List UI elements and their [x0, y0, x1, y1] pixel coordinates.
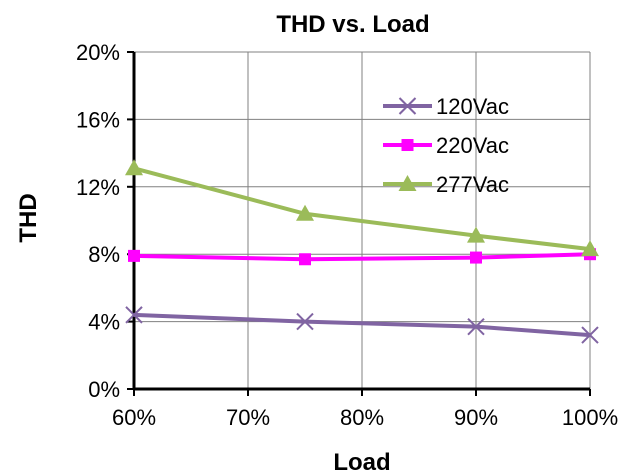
data-point-triangle-marker [296, 204, 314, 221]
y-tick-label: 0% [88, 377, 120, 402]
x-axis-title: Load [333, 449, 390, 476]
x-tick-label: 80% [340, 405, 384, 430]
data-point-x-marker [398, 97, 417, 115]
data-point-triangle-marker [125, 159, 143, 176]
x-tick-label: 100% [562, 405, 618, 430]
series-line [133, 312, 591, 338]
series-group [125, 159, 599, 344]
legend-label: 220Vac [436, 133, 509, 158]
chart-title: THD vs. Load [276, 11, 429, 38]
data-point-triangle-marker [581, 240, 599, 257]
data-point-x-marker [467, 317, 485, 336]
data-point-x-marker [581, 326, 599, 344]
x-axis-ticks: 60% 70% 80% 90% 100% [112, 389, 618, 430]
data-point-x-marker [296, 312, 314, 331]
legend-item: 220Vac [383, 133, 509, 158]
y-tick-label: 4% [88, 310, 120, 335]
y-tick-label: 20% [76, 40, 120, 65]
series-120Vac [125, 306, 599, 344]
data-point-square-marker [128, 249, 140, 262]
data-point-square-marker [299, 253, 311, 266]
x-tick-label: 90% [454, 405, 498, 430]
data-point-square-marker [401, 139, 414, 151]
data-point-x-marker [125, 306, 143, 324]
legend-item: 120Vac [383, 94, 509, 119]
legend-item: 277Vac [383, 172, 509, 197]
series-line [133, 166, 591, 252]
x-tick-label: 60% [112, 405, 156, 430]
x-tick-label: 70% [226, 405, 270, 430]
data-point-triangle-marker [467, 226, 485, 243]
y-tick-label: 16% [76, 107, 120, 132]
series-line [133, 252, 591, 262]
legend: 120Vac 220Vac 277Vac [383, 94, 509, 197]
legend-label: 277Vac [436, 172, 509, 197]
y-tick-label: 8% [88, 242, 120, 267]
data-point-triangle-marker [398, 175, 417, 191]
y-axis-ticks: 0% 4% 8% 12% 16% 20% [76, 40, 134, 402]
series-277Vac [125, 159, 599, 257]
y-tick-label: 12% [76, 175, 120, 200]
data-point-square-marker [470, 251, 482, 264]
legend-label: 120Vac [436, 94, 509, 119]
y-axis-title: THD [15, 193, 42, 242]
